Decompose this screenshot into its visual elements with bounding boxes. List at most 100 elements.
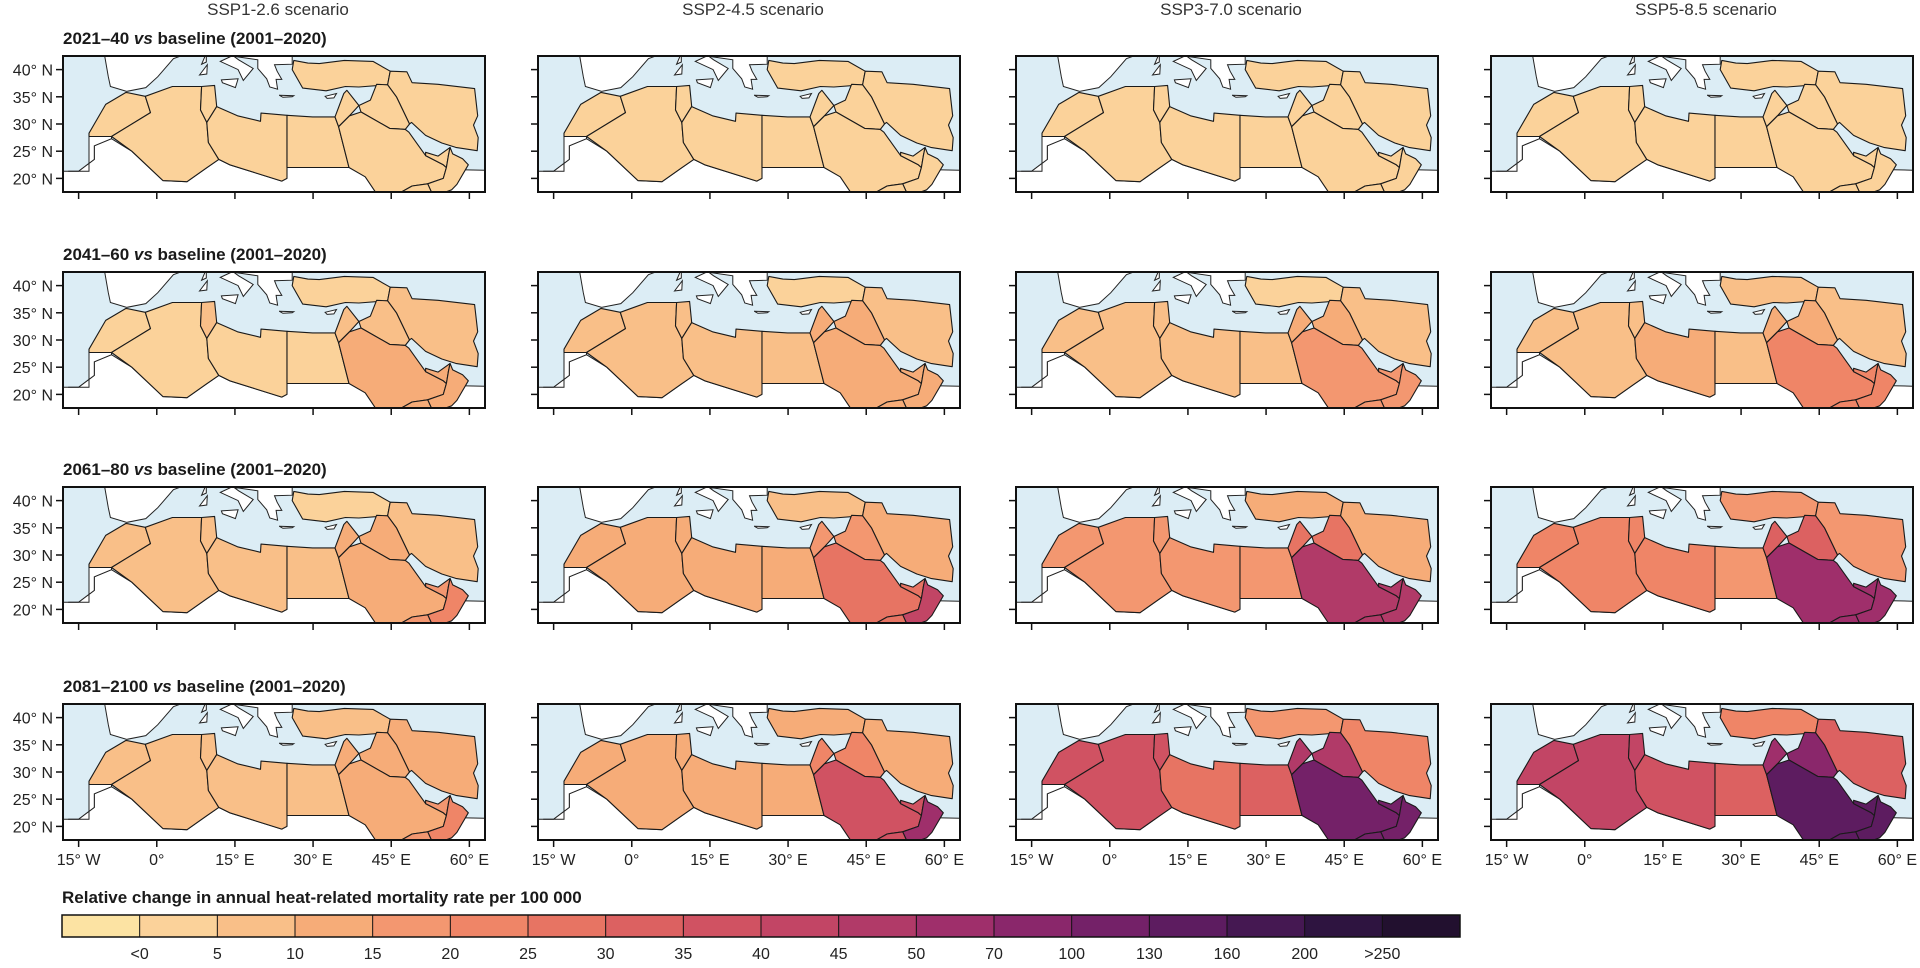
western-sahara-region	[543, 784, 587, 820]
region-iran	[1340, 70, 1432, 152]
map-panel: 40° N 35° N 30° N 25° N 20° N	[13, 55, 486, 199]
island	[1231, 310, 1249, 314]
europe-land	[1057, 56, 1246, 92]
lat-tick-label: 25° N	[13, 575, 53, 592]
legend-swatch	[1227, 915, 1306, 937]
legend-label: 35	[674, 946, 692, 963]
map-panel: 40° N 35° N 30° N 25° N 20° N	[13, 486, 486, 630]
lon-tick-label: 0°	[624, 852, 639, 869]
island	[1706, 525, 1724, 529]
island	[1277, 92, 1291, 99]
island	[1277, 523, 1291, 530]
island	[1151, 494, 1161, 507]
region-oman	[1380, 577, 1422, 623]
europe-land	[1532, 704, 1721, 740]
lon-tick-label: 60° E	[1403, 852, 1442, 869]
map-panel	[531, 486, 961, 630]
island	[220, 78, 239, 89]
legend-label: 30	[597, 946, 615, 963]
island	[799, 523, 813, 530]
island	[673, 711, 683, 724]
island	[1628, 704, 1635, 714]
island	[278, 310, 296, 314]
lat-tick-label: 35° N	[13, 738, 53, 755]
map-panel: 40° N 35° N 30° N 25° N 20° N	[13, 271, 486, 415]
island	[1628, 272, 1635, 282]
region-iran	[862, 70, 954, 152]
legend-swatch	[295, 915, 374, 937]
lat-tick-label: 20° N	[13, 602, 53, 619]
lat-tick-label: 20° N	[13, 387, 53, 404]
western-sahara-region	[68, 136, 112, 172]
legend-swatch	[62, 915, 141, 937]
region-yemen	[1335, 183, 1386, 192]
legend-swatch	[372, 915, 451, 937]
island	[675, 56, 682, 66]
column-title: SSP2-4.5 scenario	[682, 0, 824, 19]
region-iran	[862, 501, 954, 583]
map-panel	[531, 271, 961, 415]
map-panel	[531, 55, 961, 199]
legend-swatch	[450, 915, 529, 937]
lon-tick-label: 15° E	[1643, 852, 1682, 869]
legend-swatch	[1149, 915, 1228, 937]
island	[1626, 494, 1636, 507]
island	[1151, 279, 1161, 292]
legend-swatch	[217, 915, 296, 937]
legend-label: 20	[441, 946, 459, 963]
western-sahara-region	[68, 784, 112, 820]
island	[1153, 56, 1160, 66]
island	[1648, 509, 1667, 520]
island	[278, 94, 296, 98]
map-panel	[1484, 486, 1914, 630]
region-iran	[387, 501, 479, 583]
legend-swatch	[139, 915, 218, 937]
lat-tick-label: 30° N	[13, 765, 53, 782]
lon-tick-label: 0°	[149, 852, 164, 869]
lat-tick-label: 40° N	[13, 494, 53, 511]
column-title: SSP3-7.0 scenario	[1160, 0, 1302, 19]
island	[1626, 711, 1636, 724]
lon-tick-label: 0°	[1577, 852, 1592, 869]
western-sahara-region	[1021, 136, 1065, 172]
map-panel: 40° N 35° N 30° N 25° N 20° N15° W 0° 15° E 30°…	[13, 703, 489, 869]
island	[1173, 509, 1192, 520]
map-panel: 15° W 0° 15° E 30° E 45° E 60° E	[1009, 703, 1442, 869]
western-sahara-region	[543, 567, 587, 603]
island	[1648, 294, 1667, 305]
island	[1151, 63, 1161, 76]
island	[1153, 487, 1160, 497]
lon-tick-label: 15° W	[57, 852, 102, 869]
western-sahara-region	[1021, 567, 1065, 603]
island	[198, 494, 208, 507]
region-iran	[1340, 718, 1432, 800]
region-yemen	[857, 831, 908, 840]
lat-tick-label: 25° N	[13, 360, 53, 377]
legend-label: 160	[1214, 946, 1241, 963]
western-sahara-region	[1021, 784, 1065, 820]
europe-land	[579, 56, 768, 92]
lon-tick-label: 60° E	[925, 852, 964, 869]
lat-tick-label: 30° N	[13, 548, 53, 565]
island	[1752, 308, 1766, 315]
europe-land	[579, 487, 768, 523]
western-sahara-region	[1496, 567, 1540, 603]
region-oman	[1855, 362, 1897, 408]
island	[1706, 742, 1724, 746]
island	[753, 525, 771, 529]
lat-tick-label: 20° N	[13, 819, 53, 836]
region-yemen	[1810, 831, 1861, 840]
lon-tick-label: 45° E	[1800, 852, 1839, 869]
island	[198, 279, 208, 292]
row-title: 2041–60 vs baseline (2001–2020)	[63, 245, 327, 264]
island	[1231, 742, 1249, 746]
region-oman	[1380, 794, 1422, 840]
island	[1173, 294, 1192, 305]
island	[1752, 523, 1766, 530]
island	[1626, 279, 1636, 292]
island	[1173, 78, 1192, 89]
column-title: SSP1-2.6 scenario	[207, 0, 349, 19]
region-yemen	[382, 831, 433, 840]
island	[200, 704, 207, 714]
lon-tick-label: 15° E	[1168, 852, 1207, 869]
